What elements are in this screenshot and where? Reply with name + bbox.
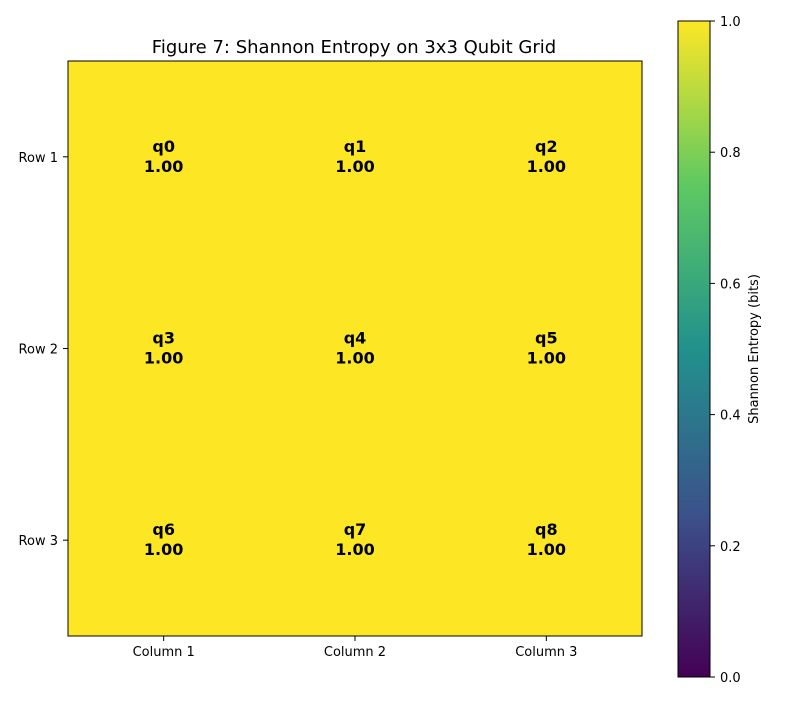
- heatmap-cell-q8: [450, 444, 643, 637]
- heatmap-cell-q0: [68, 61, 260, 254]
- cell-qubit-label: q4: [344, 329, 367, 348]
- colorbar-tick-label: 1.0: [720, 15, 741, 30]
- x-tick-label: Column 2: [324, 645, 386, 660]
- cell-value-label: 1.00: [335, 157, 374, 176]
- colorbar: 0.0 0.2 0.4 0.6 0.8 1.0 Shannon Entropy (bits): [677, 15, 762, 686]
- heatmap-cell-q5: [450, 252, 643, 445]
- heatmap-cell-q7: [259, 444, 452, 637]
- x-axis: Column 1 Column 2 Column 3: [133, 636, 577, 660]
- y-axis: Row 1 Row 2 Row 3: [19, 151, 68, 549]
- heatmap-cell-q6: [68, 444, 260, 637]
- chart-title: Figure 7: Shannon Entropy on 3x3 Qubit G…: [152, 37, 556, 58]
- cell-qubit-label: q3: [152, 329, 175, 348]
- cell-qubit-label: q6: [152, 520, 175, 539]
- heatmap-cell-q4: [259, 252, 452, 445]
- y-tick-label: Row 3: [19, 534, 58, 549]
- heatmap-cell-q3: [68, 252, 260, 445]
- colorbar-tick-label: 0.8: [720, 146, 741, 161]
- cell-qubit-label: q8: [535, 520, 558, 539]
- cell-value-label: 1.00: [527, 540, 566, 559]
- cell-qubit-label: q1: [344, 137, 367, 156]
- cell-qubit-label: q7: [344, 520, 367, 539]
- cell-value-label: 1.00: [144, 157, 183, 176]
- cell-qubit-label: q5: [535, 329, 558, 348]
- heatmap-cell-q1: [259, 61, 452, 254]
- cell-value-label: 1.00: [335, 540, 374, 559]
- heatmap-cell-q2: [450, 61, 643, 254]
- cell-value-label: 1.00: [144, 349, 183, 368]
- x-tick-label: Column 1: [133, 645, 195, 660]
- cell-qubit-label: q2: [535, 137, 558, 156]
- cell-value-label: 1.00: [144, 540, 183, 559]
- cell-value-label: 1.00: [527, 157, 566, 176]
- plot-area: q01.00q11.00q21.00q31.00q41.00q51.00q61.…: [67, 60, 643, 637]
- cell-value-label: 1.00: [335, 349, 374, 368]
- cell-value-label: 1.00: [527, 349, 566, 368]
- colorbar-tick-label: 0.6: [720, 277, 741, 292]
- colorbar-tick-label: 0.2: [720, 540, 741, 555]
- y-tick-label: Row 2: [19, 343, 58, 358]
- cell-qubit-label: q0: [152, 137, 175, 156]
- x-tick-label: Column 3: [515, 645, 577, 660]
- colorbar-tick-label: 0.4: [720, 409, 741, 424]
- colorbar-tick-label: 0.0: [720, 671, 741, 686]
- colorbar-label: Shannon Entropy (bits): [747, 274, 762, 424]
- colorbar-gradient: [677, 20, 711, 678]
- y-tick-label: Row 1: [19, 151, 58, 166]
